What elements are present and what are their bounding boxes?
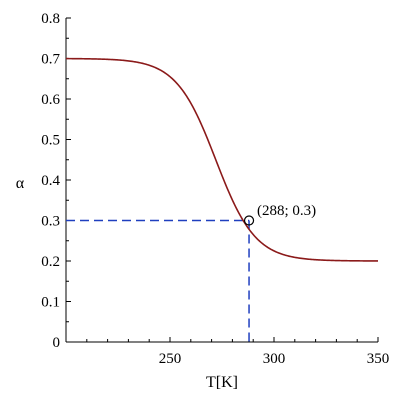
series-line xyxy=(65,57,378,262)
axes xyxy=(65,18,378,343)
y-tick-label: 0.8 xyxy=(41,11,60,27)
point-label: (288; 0.3) xyxy=(257,203,316,219)
x-tick-label: 350 xyxy=(367,351,390,367)
guide-lines xyxy=(66,219,250,342)
y-axis-label: α xyxy=(16,175,25,192)
y-tick-label: 0.1 xyxy=(41,295,60,311)
ticks: 0 0.1 0.2 0.3 0.4 0.5 0.6 0.7 0.8 250 300 350 xyxy=(41,11,389,367)
y-tick-label: 0.3 xyxy=(41,214,60,230)
y-tick-label: 0.2 xyxy=(41,254,60,270)
y-tick-label: 0 xyxy=(53,335,61,351)
y-tick-label: 0.4 xyxy=(41,173,60,189)
y-tick-label: 0.5 xyxy=(41,133,60,149)
x-tick-label: 250 xyxy=(159,351,182,367)
y-tick-label: 0.7 xyxy=(41,52,60,68)
y-tick-label: 0.6 xyxy=(41,92,60,108)
point-marker xyxy=(243,215,255,226)
x-tick-label: 300 xyxy=(263,351,286,367)
x-axis-label: T[K] xyxy=(206,374,238,391)
marker-group xyxy=(243,215,255,226)
series xyxy=(65,57,378,262)
